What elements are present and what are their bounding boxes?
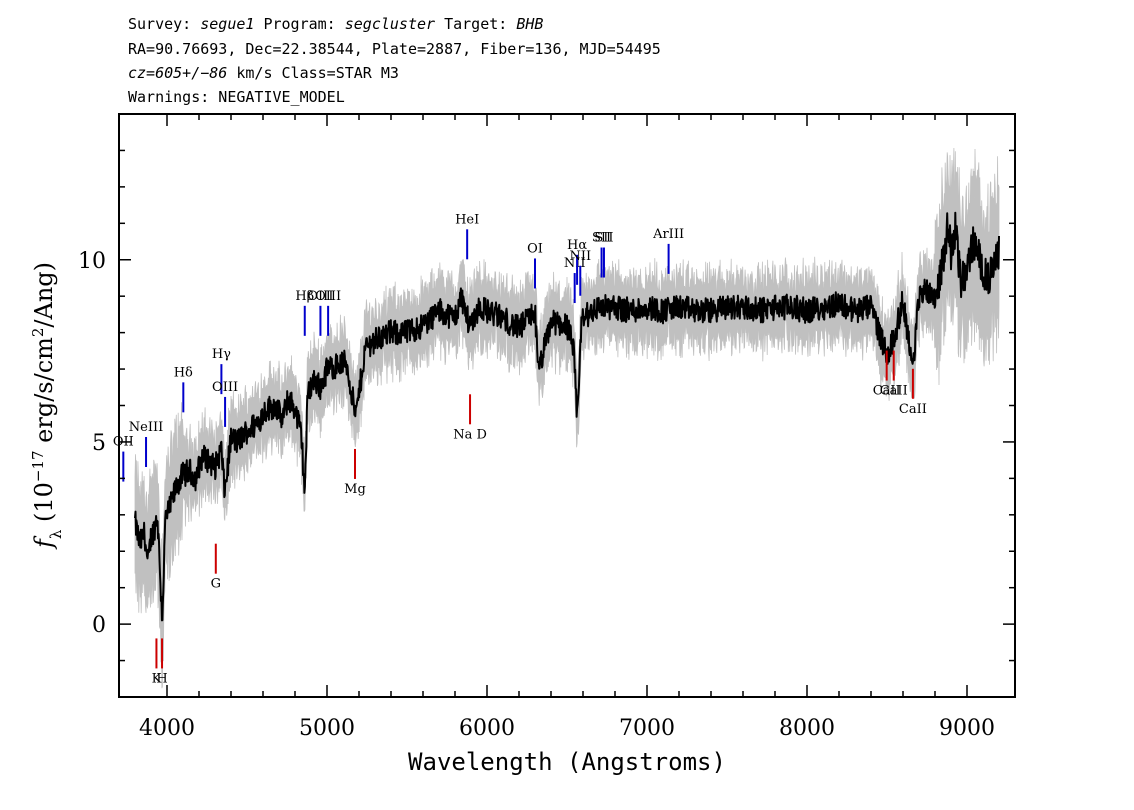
line-label-12: NII <box>569 249 591 264</box>
axis-ticks <box>119 113 1015 698</box>
spectral-line-markers: OIINeIIIHδHγOIIIHβOIIIOIIIHeIOINIIHαNIIS… <box>113 212 927 686</box>
line-label-15: ArIII <box>652 227 684 242</box>
noise-band-area <box>134 147 1000 689</box>
x-tick-label: 9000 <box>939 716 995 741</box>
line-label-13: SII <box>592 231 611 246</box>
x-tick-label: 7000 <box>619 716 675 741</box>
line-label-6: OIII <box>307 289 333 304</box>
header-line-warnings: Warnings: NEGATIVE_MODEL <box>128 88 345 106</box>
header-line-coordinates: RA=90.76693, Dec=22.38544, Plate=2887, F… <box>128 40 661 58</box>
line-label-11: Hα <box>567 238 587 253</box>
flux-line <box>134 211 1000 622</box>
line-label-1: NeIII <box>129 420 163 435</box>
line-label-9: OI <box>527 241 543 256</box>
x-tick-label: 6000 <box>459 716 515 741</box>
x-tick-label: 8000 <box>779 716 835 741</box>
line-label-23: CaII <box>899 402 927 417</box>
y-tick-label: 0 <box>92 613 106 638</box>
line-label-8: HeI <box>455 212 479 227</box>
y-tick-label: 5 <box>92 431 106 456</box>
noise-band <box>134 147 1000 689</box>
line-label-18: G <box>211 577 221 592</box>
line-label-19: Mg <box>344 482 366 497</box>
x-tick-label: 4000 <box>139 716 195 741</box>
line-label-3: Hγ <box>212 347 231 362</box>
y-axis-label: fλ (10−17 erg/s/cm2/Ang) <box>29 262 65 550</box>
flux-series <box>134 211 1000 622</box>
line-label-4: OIII <box>212 380 238 395</box>
header-line-redshift: cz=605+/−86 km/s Class=STAR M3 <box>128 64 399 82</box>
y-tick-label: 10 <box>78 249 106 274</box>
line-label-20: Na D <box>453 427 487 442</box>
line-label-16: K <box>152 671 162 686</box>
line-label-5: Hβ <box>295 289 314 304</box>
line-label-21: CaII <box>873 384 901 399</box>
axis-tick-labels: 4000 5000 6000 7000 8000 9000 0 5 10 <box>78 249 995 741</box>
line-label-2: Hδ <box>174 365 193 380</box>
line-label-22: CaII <box>880 384 908 399</box>
line-label-17: H <box>156 671 167 686</box>
x-tick-label: 5000 <box>299 716 355 741</box>
x-axis-label: Wavelength (Angstroms) <box>408 748 726 776</box>
line-label-7: OIII <box>315 289 341 304</box>
header-line-survey: Survey: segue1 Program: segcluster Targe… <box>128 15 543 33</box>
line-label-14: SII <box>594 231 613 246</box>
